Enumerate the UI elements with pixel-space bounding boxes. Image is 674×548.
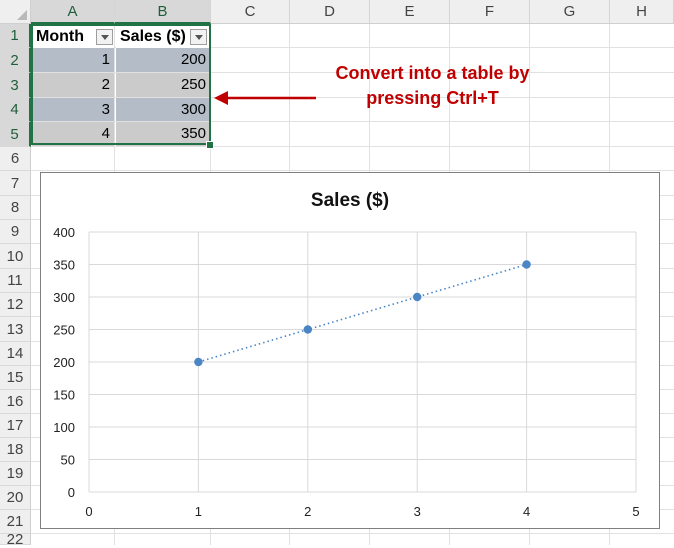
data-point <box>522 260 531 269</box>
table-header-month[interactable]: Month <box>32 25 114 48</box>
column-header-c[interactable]: C <box>211 0 290 24</box>
row-header-8[interactable]: 8 <box>0 196 31 220</box>
row-header-4[interactable]: 4 <box>0 98 31 122</box>
x-tick-label: 2 <box>304 504 311 519</box>
row-header-17[interactable]: 17 <box>0 414 31 438</box>
y-tick-label: 300 <box>53 290 75 305</box>
y-tick-label: 400 <box>53 225 75 240</box>
annotation-line-2: pressing Ctrl+T <box>366 88 499 108</box>
row-header-13[interactable]: 13 <box>0 317 31 342</box>
row-header-18[interactable]: 18 <box>0 438 31 462</box>
data-point <box>413 292 422 302</box>
row-header-9[interactable]: 9 <box>0 220 31 244</box>
row-header-14[interactable]: 14 <box>0 342 31 366</box>
table-cell-sales[interactable]: 250 <box>116 73 210 97</box>
row-header-19[interactable]: 19 <box>0 462 31 486</box>
x-tick-label: 0 <box>85 504 92 519</box>
row-gridline <box>31 97 674 98</box>
annotation-line-1: Convert into a table by <box>335 63 530 83</box>
data-point <box>303 325 312 334</box>
y-tick-label: 50 <box>61 453 75 468</box>
row-header-5[interactable]: 5 <box>0 122 31 147</box>
row-header-1[interactable]: 1 <box>0 24 31 48</box>
y-tick-label: 150 <box>53 388 75 403</box>
row-header-10[interactable]: 10 <box>0 244 31 269</box>
x-tick-label: 3 <box>414 504 421 519</box>
column-header-d[interactable]: D <box>290 0 370 24</box>
x-tick-label: 4 <box>523 504 530 519</box>
row-gridline <box>31 533 674 534</box>
data-point <box>194 357 203 367</box>
table-cell-month[interactable]: 3 <box>32 98 114 121</box>
table-cell-month[interactable]: 1 <box>32 48 114 72</box>
row-header-12[interactable]: 12 <box>0 293 31 317</box>
filter-dropdown-month-icon[interactable] <box>96 29 113 45</box>
table-cell-month[interactable]: 4 <box>32 122 114 146</box>
trendline <box>198 263 527 363</box>
column-header-f[interactable]: F <box>450 0 530 24</box>
row-gridline <box>31 170 674 171</box>
column-header-a[interactable]: A <box>31 0 115 24</box>
row-header-2[interactable]: 2 <box>0 48 31 73</box>
table-cell-sales[interactable]: 350 <box>116 122 210 146</box>
row-header-15[interactable]: 15 <box>0 366 31 390</box>
column-header-h[interactable]: H <box>610 0 674 24</box>
row-gridline <box>31 72 674 73</box>
table-cell-sales[interactable]: 200 <box>116 48 210 72</box>
row-gridline <box>31 146 674 147</box>
row-header-6[interactable]: 6 <box>0 147 31 171</box>
row-header-7[interactable]: 7 <box>0 171 31 196</box>
y-tick-label: 100 <box>53 420 75 435</box>
table-header-sales[interactable]: Sales ($) <box>116 25 210 48</box>
row-header-11[interactable]: 11 <box>0 269 31 293</box>
row-header-22[interactable]: 22 <box>0 532 31 547</box>
chart-title: Sales ($) <box>311 190 389 211</box>
filter-dropdown-sales-icon[interactable] <box>190 29 207 45</box>
table-cell-month[interactable]: 2 <box>32 73 114 97</box>
select-all-corner[interactable] <box>0 0 31 24</box>
chart-plot: Sales ($) 0 50 100 150 200 250 300 350 400 0 1 2 3 4 5 <box>53 190 639 519</box>
row-header-21[interactable]: 21 <box>0 510 31 534</box>
annotation-arrow-icon <box>214 91 316 105</box>
row-header-20[interactable]: 20 <box>0 486 31 510</box>
annotation-note: Convert into a table by pressing Ctrl+T <box>300 61 565 111</box>
y-tick-label: 350 <box>53 258 75 273</box>
x-tick-label: 1 <box>195 504 202 519</box>
select-all-icon <box>17 10 27 20</box>
sales-chart[interactable]: Sales ($) 0 50 100 150 200 250 300 350 400 0 1 2 3 4 5 <box>40 172 660 529</box>
fill-handle[interactable] <box>206 141 214 149</box>
row-gridline <box>31 121 674 122</box>
y-tick-label: 250 <box>53 323 75 338</box>
table-cell-sales[interactable]: 300 <box>116 98 210 121</box>
column-header-b[interactable]: B <box>115 0 211 24</box>
row-gridline <box>31 47 674 48</box>
row-header-3[interactable]: 3 <box>0 73 31 98</box>
x-tick-label: 5 <box>632 504 639 519</box>
column-header-g[interactable]: G <box>530 0 610 24</box>
row-header-16[interactable]: 16 <box>0 390 31 414</box>
column-header-e[interactable]: E <box>370 0 450 24</box>
y-tick-label: 0 <box>68 485 75 500</box>
y-tick-label: 200 <box>53 355 75 370</box>
